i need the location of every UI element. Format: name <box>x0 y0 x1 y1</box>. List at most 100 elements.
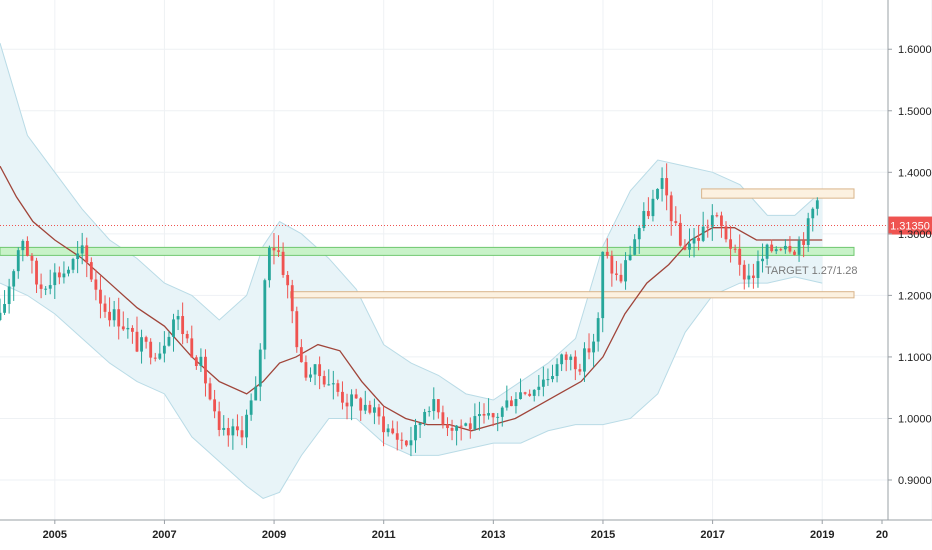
candle-down <box>318 364 322 377</box>
candle-down <box>377 407 381 417</box>
candle-up <box>747 275 751 280</box>
candle-down <box>135 331 139 352</box>
candle-down <box>341 391 344 403</box>
candle-up <box>546 379 550 381</box>
candle-down <box>733 248 737 250</box>
candle-down <box>204 356 207 384</box>
candle-up <box>505 400 509 408</box>
candle-up <box>162 345 166 354</box>
candle-down <box>573 356 577 370</box>
candle-up <box>815 200 819 209</box>
candle-up <box>48 285 52 289</box>
x-tick-label: 20 <box>876 529 888 541</box>
candle-up <box>7 286 11 305</box>
candle-down <box>336 383 340 392</box>
candle-up <box>710 215 714 227</box>
x-tick-label: 2005 <box>43 529 67 541</box>
zone-tan <box>290 291 855 299</box>
candle-down <box>697 237 701 241</box>
candle-up <box>756 261 760 278</box>
candle-down <box>322 376 326 385</box>
candle-down <box>190 338 194 358</box>
candle-down <box>153 357 157 359</box>
candle-up <box>628 254 632 261</box>
candle-down <box>678 222 682 246</box>
candle-up <box>222 427 226 430</box>
candle-down <box>665 178 669 196</box>
candle-down <box>802 240 806 245</box>
candle-down <box>587 348 591 353</box>
price-tag <box>888 216 932 235</box>
candle-down <box>240 430 244 438</box>
candle-up <box>199 356 203 367</box>
band-upper <box>0 42 823 401</box>
candle-up <box>21 240 25 251</box>
x-axis[interactable]: 2005 2007 2009 2011 2013 2015 2017 2019 20 <box>0 519 932 541</box>
candle-down <box>121 326 125 330</box>
candle-up <box>418 422 422 426</box>
candle-down <box>213 399 217 412</box>
candle-down <box>108 311 112 321</box>
candle-up <box>427 411 431 413</box>
candle-up <box>537 386 541 390</box>
candle-up <box>642 211 646 229</box>
moving-average <box>0 165 823 432</box>
candle-up <box>53 272 57 286</box>
candle-down <box>669 195 673 222</box>
candle-down <box>729 239 732 249</box>
candle-down <box>605 251 609 256</box>
candle-down <box>39 284 43 289</box>
candle-up <box>774 249 778 252</box>
candle-down <box>509 400 513 407</box>
candle-up <box>16 250 20 272</box>
candle-down <box>468 423 472 430</box>
candle-up <box>0 312 2 320</box>
candle-up <box>583 348 586 372</box>
candle-up <box>363 404 367 411</box>
candle-up <box>245 414 248 438</box>
candle-up <box>3 304 6 313</box>
candles <box>0 163 819 457</box>
candle-down <box>738 248 742 265</box>
candle-up <box>167 336 171 346</box>
candle-up <box>660 178 664 189</box>
candle-up <box>126 327 130 330</box>
candle-up <box>263 280 267 350</box>
candle-down <box>564 354 568 360</box>
annotation-text: TARGET 1.27/1.28 <box>765 265 858 277</box>
y-axis[interactable]: 1.60000 1.50000 1.40000 1.30000 1.20000 1.100… <box>887 0 932 520</box>
candle-up <box>592 341 596 353</box>
candle-down <box>286 274 290 286</box>
candle-down <box>441 412 445 425</box>
candle-down <box>382 416 385 433</box>
candle-down <box>181 316 185 335</box>
x-tick-label: 2013 <box>481 529 505 541</box>
candle-up <box>258 349 262 387</box>
candle-down <box>359 398 363 411</box>
candle-down <box>299 347 303 363</box>
candle-down <box>94 279 98 290</box>
candle-up <box>569 356 573 360</box>
candle-down <box>89 262 93 280</box>
candle-up <box>176 316 180 320</box>
y-tick-label: 1.20000 <box>898 290 932 302</box>
candle-up <box>76 253 80 260</box>
candle-up <box>601 251 605 319</box>
candle-up <box>423 411 427 423</box>
y-tick-label: 0.90000 <box>898 475 932 487</box>
candle-up <box>478 413 481 417</box>
candle-down <box>131 327 134 332</box>
candle-up <box>651 198 655 217</box>
y-tick-label: 1.60000 <box>898 44 932 56</box>
candle-up <box>637 228 641 240</box>
candle-down <box>103 303 107 312</box>
candle-down <box>528 393 532 396</box>
candle-up <box>350 394 354 407</box>
candle-up <box>519 392 522 399</box>
candle-up <box>62 273 66 278</box>
candle-down <box>706 226 710 228</box>
candle-up <box>656 188 659 199</box>
candle-down <box>770 244 774 252</box>
candle-down <box>615 273 618 275</box>
